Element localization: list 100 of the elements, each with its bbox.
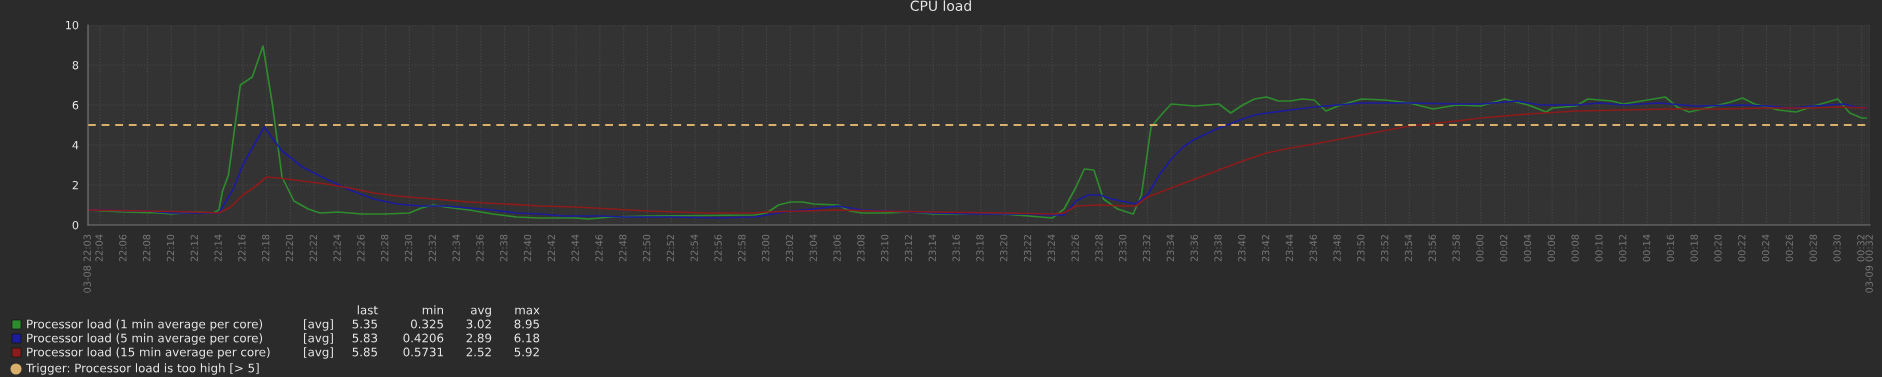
x-tick-label: 23:10 bbox=[881, 234, 889, 262]
x-tick-label: 22:58 bbox=[738, 234, 746, 262]
x-tick-label: 22:08 bbox=[142, 234, 151, 262]
text: [avg] bbox=[304, 319, 333, 331]
x-tick-label: 23:02 bbox=[785, 235, 794, 262]
x-tick-label: 22:10 bbox=[166, 234, 175, 262]
x-tick-label: 22:12 bbox=[190, 235, 198, 262]
text: 2.52 bbox=[466, 347, 491, 357]
x-tick-label: 22:16 bbox=[238, 234, 246, 262]
text: [avg] bbox=[304, 347, 333, 359]
x-tick-label: 23:46 bbox=[1309, 234, 1317, 262]
x-tick-label: 22:48 bbox=[619, 234, 627, 262]
x-tick-label: 23:38 bbox=[1214, 234, 1222, 262]
x-tick-label: 23:12 bbox=[904, 235, 913, 262]
x-tick-label: 22:24 bbox=[333, 234, 341, 262]
x-tick-label: 00:10 bbox=[1595, 234, 1603, 262]
x-tick-label: 22:30 bbox=[404, 234, 413, 262]
x-tick-label: 00:28 bbox=[1809, 234, 1817, 262]
text: last bbox=[357, 305, 378, 315]
text: 3.02 bbox=[466, 319, 491, 329]
x-tick-label: 23:06 bbox=[833, 234, 841, 262]
x-tick-label: 22:50 bbox=[642, 234, 651, 262]
x-tick-label: 22:06 bbox=[119, 234, 127, 262]
y-tick-label: 4 bbox=[72, 141, 79, 150]
x-tick-label: 22:20 bbox=[285, 234, 294, 262]
x-tick-label: 23:24 bbox=[1047, 234, 1056, 262]
x-tick-label: 23:52 bbox=[1380, 235, 1389, 262]
x-tick-label: 23:42 bbox=[1261, 235, 1270, 262]
x-tick-label: 22:26 bbox=[357, 234, 365, 262]
x-tick-label: 23:36 bbox=[1190, 234, 1198, 262]
legend-label: Trigger: Processor load is too high [> 5] bbox=[25, 363, 259, 375]
x-tick-label: 00:18 bbox=[1690, 234, 1698, 262]
x-tick-label: 22:42 bbox=[547, 235, 555, 262]
x-tick-label: 00:16 bbox=[1666, 234, 1675, 262]
x-tick-label: 23:30 bbox=[1119, 234, 1127, 262]
x-tick-label: 00:14 bbox=[1642, 234, 1651, 262]
y-tick-label: 10 bbox=[66, 20, 79, 30]
x-tick-label: 22:44 bbox=[571, 234, 579, 262]
text: avg bbox=[470, 307, 491, 317]
legend-label: Processor load (5 min average per core) bbox=[27, 333, 263, 345]
x-tick-label: 00:22 bbox=[1738, 235, 1746, 262]
text: max bbox=[515, 307, 540, 315]
x-tick-label: 03-08 22:03 bbox=[83, 234, 91, 293]
x-tick-label: 00:04 bbox=[1523, 234, 1532, 262]
text: [avg] bbox=[304, 333, 333, 345]
x-tick-label: 22:32 bbox=[428, 235, 437, 262]
x-tick-label: 00:00 bbox=[1476, 234, 1484, 262]
x-tick-label: 23:34 bbox=[1166, 234, 1175, 262]
x-tick-label: 22:56 bbox=[714, 234, 722, 262]
x-tick-label: 00:24 bbox=[1761, 234, 1770, 262]
y-tick-label: 2 bbox=[72, 180, 78, 190]
text: min bbox=[422, 305, 443, 315]
x-tick-label: 22:22 bbox=[309, 235, 317, 262]
x-tick-label: 23:44 bbox=[1285, 234, 1294, 262]
y-tick-label: 6 bbox=[72, 100, 79, 110]
chart-title: CPU load bbox=[910, 0, 971, 12]
x-tick-label: 22:38 bbox=[500, 234, 508, 262]
legend-label: Processor load (15 min average per core) bbox=[27, 347, 270, 359]
x-tick-label: 22:46 bbox=[595, 234, 603, 262]
x-tick-label: 22:34 bbox=[452, 234, 460, 262]
x-tick-label: 22:36 bbox=[476, 234, 484, 262]
x-tick-label: 23:26 bbox=[1071, 234, 1079, 262]
text: 5.85 bbox=[352, 347, 377, 357]
x-tick-label: 23:14 bbox=[928, 234, 936, 262]
x-tick-label: 22:14 bbox=[214, 234, 222, 262]
text: 8.95 bbox=[514, 319, 539, 329]
x-tick-label: 00:02 bbox=[1500, 235, 1508, 262]
text: 0.5731 bbox=[403, 347, 443, 357]
x-tick-label: 22:40 bbox=[523, 234, 532, 262]
y-tick-label: 0 bbox=[72, 220, 79, 230]
x-tick-label: 23:40 bbox=[1238, 234, 1246, 262]
x-tick-label: 23:28 bbox=[1095, 234, 1103, 262]
x-tick-label: 00:30 bbox=[1833, 234, 1841, 262]
x-tick-label: 00:26 bbox=[1785, 234, 1794, 262]
x-tick-label: 23:50 bbox=[1357, 234, 1365, 262]
x-tick-label: 22:18 bbox=[262, 234, 270, 262]
x-tick-label: 23:08 bbox=[857, 234, 865, 262]
x-tick-label: 23:48 bbox=[1333, 234, 1341, 262]
x-tick-label: 22:54 bbox=[690, 234, 698, 262]
x-tick-label: 00:20 bbox=[1714, 234, 1722, 262]
text: 5.35 bbox=[352, 319, 377, 329]
text: 5.92 bbox=[514, 347, 539, 357]
x-tick-label: 23:54 bbox=[1404, 234, 1413, 262]
x-tick-label: 03-09 00:32 bbox=[1865, 235, 1873, 293]
x-tick-label: 23:00 bbox=[761, 234, 770, 262]
x-tick-label: 23:20 bbox=[1000, 234, 1008, 262]
x-tick-label: 00:06 bbox=[1547, 234, 1555, 262]
x-tick-label: 23:18 bbox=[976, 234, 984, 262]
x-tick-label: 23:56 bbox=[1428, 234, 1436, 262]
text: 0.4206 bbox=[403, 333, 444, 343]
x-tick-label: 23:16 bbox=[952, 234, 960, 262]
text: 2.89 bbox=[466, 333, 492, 343]
legend-label: Processor load (1 min average per core) bbox=[27, 319, 263, 331]
x-tick-label: 00:32 bbox=[1857, 235, 1865, 262]
x-tick-label: 22:52 bbox=[666, 235, 675, 262]
x-tick-label: 00:08 bbox=[1571, 234, 1579, 262]
text: 6.18 bbox=[514, 333, 540, 343]
text: 0.325 bbox=[410, 319, 443, 329]
x-tick-label: 22:28 bbox=[381, 234, 389, 262]
x-tick-label: 23:58 bbox=[1452, 234, 1460, 262]
